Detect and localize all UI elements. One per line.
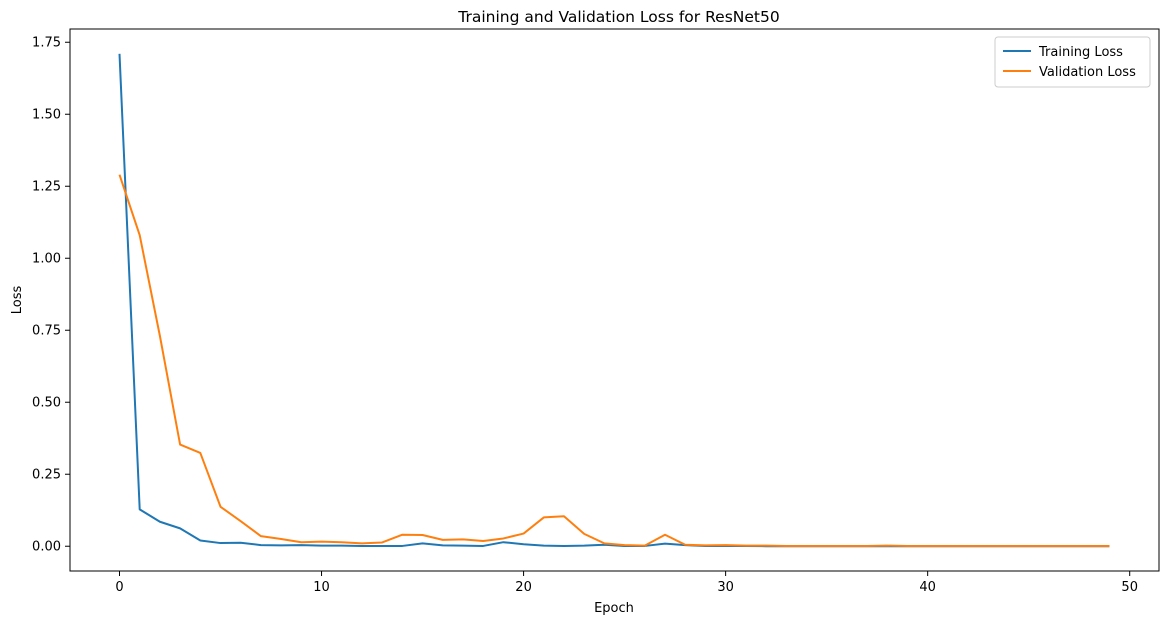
y-axis-label: Loss (10, 286, 25, 315)
x-axis-label: Epoch (594, 601, 634, 616)
y-tick-label: 1.00 (32, 252, 61, 267)
x-tick-label: 30 (717, 580, 734, 595)
plot-frame (69, 28, 1160, 572)
x-tick-label: 40 (919, 580, 936, 595)
y-axis: 0.00 0.25 0.50 0.75 1.00 1.25 1.50 1.75 (32, 36, 70, 555)
validation-loss-line (118, 174, 1110, 547)
legend-label-validation: Validation Loss (1039, 65, 1136, 80)
y-tick-label: 1.25 (32, 180, 61, 195)
legend: Training Loss Validation Loss (994, 36, 1151, 88)
legend-frame (994, 36, 1151, 88)
y-tick-label: 1.75 (32, 36, 61, 51)
x-tick-label: 10 (313, 580, 330, 595)
y-tick-label: 0.75 (32, 324, 61, 339)
y-tick-label: 1.50 (32, 108, 61, 123)
y-tick-label: 0.00 (32, 540, 61, 555)
x-tick-label: 20 (515, 580, 532, 595)
y-tick-label: 0.50 (32, 396, 61, 411)
training-loss-line (118, 53, 1110, 548)
plot-area (69, 28, 1160, 572)
legend-label-training: Training Loss (1038, 45, 1123, 60)
y-tick-label: 0.25 (32, 468, 61, 483)
x-tick-label: 50 (1121, 580, 1138, 595)
chart-title: Training and Validation Loss for ResNet5… (457, 8, 779, 26)
series-lines (118, 53, 1110, 548)
x-tick-label: 0 (115, 580, 123, 595)
x-axis: 0 10 20 30 40 50 (115, 571, 1138, 595)
